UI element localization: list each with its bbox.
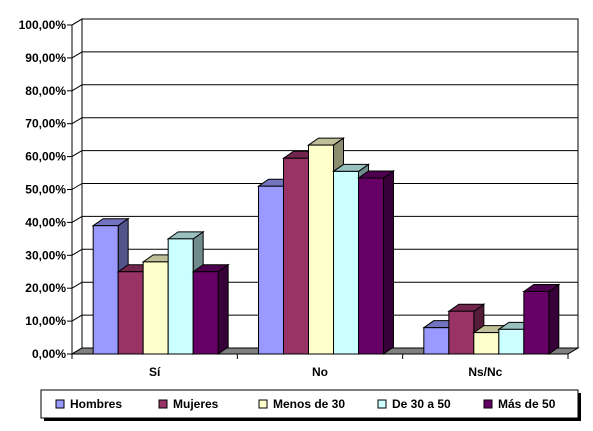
bar-side: [217, 263, 229, 355]
legend-swatch: [258, 399, 268, 409]
bar-front: [448, 310, 475, 355]
bar-front: [523, 290, 550, 355]
bar-front: [117, 271, 144, 355]
bar: [166, 230, 205, 355]
x-category-label: Sí: [149, 365, 161, 379]
bar-front: [258, 185, 284, 355]
y-tick-label: 60,00%: [25, 150, 66, 164]
legend-label: Más de 50: [498, 397, 556, 411]
legend-item: Hombres: [55, 397, 122, 411]
y-tick-label: 40,00%: [25, 215, 66, 229]
bar-side: [548, 283, 560, 355]
bar-front: [333, 170, 359, 355]
legend: Hombres Mujeres Menos de 30 De 30 a 50 Más d…: [40, 389, 581, 421]
gridline-side: [71, 117, 83, 125]
y-tick-label: 80,00%: [25, 84, 66, 98]
legend-swatch: [377, 399, 387, 409]
chart-labels: 0,00% 10,00% 20,00% 30,00% 40,00% 50,00% 60,00…: [19, 18, 503, 379]
bar-front: [192, 271, 219, 355]
gridline-side: [71, 84, 83, 92]
legend-label: Hombres: [70, 397, 122, 411]
legend-item: Mujeres: [158, 397, 219, 411]
bar-front: [167, 238, 194, 355]
gridline-side: [71, 248, 83, 256]
bar-front: [423, 327, 450, 355]
legend-swatch: [55, 399, 65, 409]
bar-front: [283, 157, 309, 355]
x-category-label: No: [312, 365, 328, 379]
legend-swatch: [158, 399, 168, 409]
bar: [522, 283, 561, 355]
bar-front: [92, 225, 119, 355]
legend-label: Mujeres: [173, 397, 219, 411]
legend-item: Menos de 30: [258, 397, 345, 411]
bar-side: [383, 170, 394, 355]
bar-front: [498, 328, 525, 355]
y-tick-label: 50,00%: [25, 183, 66, 197]
gridline-side: [71, 51, 83, 59]
bar-front: [473, 332, 500, 355]
y-tick-label: 30,00%: [25, 248, 66, 262]
y-tick-label: 70,00%: [25, 117, 66, 131]
bar-front: [308, 144, 334, 355]
y-tick-label: 20,00%: [25, 281, 66, 295]
gridline-side: [71, 183, 83, 190]
bar-front: [142, 261, 169, 355]
legend-label: De 30 a 50: [392, 397, 451, 411]
y-tick-label: 100,00%: [19, 18, 67, 32]
chart-bars: [91, 137, 561, 355]
y-tick-label: 10,00%: [25, 314, 66, 328]
legend-item: Más de 50: [483, 397, 556, 411]
legend-item: De 30 a 50: [377, 397, 451, 411]
y-tick-label: 90,00%: [25, 51, 66, 65]
legend-label: Menos de 30: [273, 397, 345, 411]
gridline-side: [71, 150, 83, 158]
bar: [191, 263, 230, 355]
x-category-label: Ns/Nc: [468, 365, 502, 379]
bar: [356, 170, 396, 355]
bar-front: [358, 177, 384, 355]
y-tick-label: 0,00%: [32, 347, 66, 361]
legend-swatch: [483, 399, 493, 409]
gridline-side: [71, 314, 83, 322]
gridline-side: [71, 215, 83, 223]
gridline-side: [71, 281, 83, 289]
